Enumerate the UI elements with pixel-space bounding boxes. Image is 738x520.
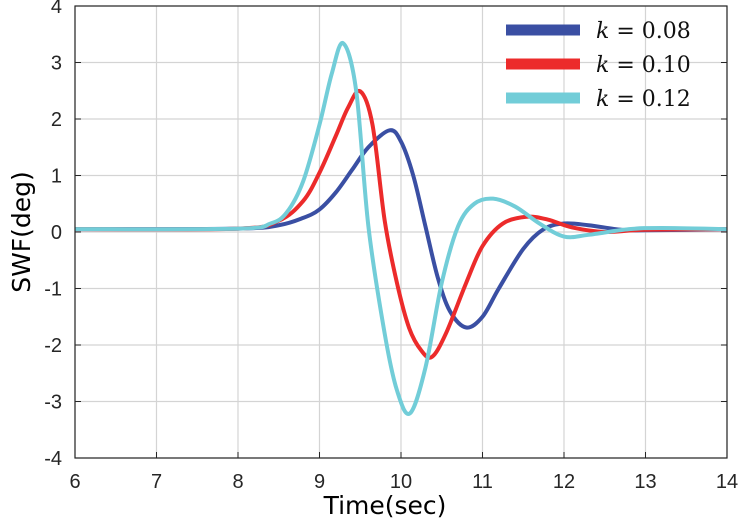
y-tick-label: 1 — [51, 166, 62, 188]
y-tick-label: -4 — [44, 448, 62, 470]
y-tick-label: 0 — [51, 222, 62, 244]
y-tick-label: 2 — [51, 109, 62, 131]
x-tick-label: 12 — [553, 471, 575, 493]
y-tick-label: -2 — [44, 335, 62, 357]
y-tick-label: 4 — [51, 0, 62, 18]
series-lines — [74, 41, 728, 416]
x-tick-label: 11 — [472, 471, 493, 493]
x-tick-label: 6 — [69, 471, 80, 493]
legend-label-0: k = 0.08 — [596, 19, 691, 44]
y-tick-label: 3 — [51, 53, 62, 75]
series-line-0 — [74, 128, 728, 330]
x-tick-label: 9 — [314, 471, 325, 493]
x-tick-label: 10 — [390, 471, 412, 493]
y-axis-label: SWF(deg) — [7, 171, 36, 293]
x-tick-label: 14 — [716, 471, 738, 493]
series-line-1 — [74, 88, 728, 360]
legend-label-1: k = 0.10 — [596, 53, 691, 78]
y-tick-label: -1 — [44, 279, 62, 301]
y-tick-label: -3 — [44, 392, 62, 414]
x-tick-label: 8 — [232, 471, 243, 493]
x-tick-label: 7 — [151, 471, 162, 493]
legend-label-2: k = 0.12 — [596, 87, 691, 112]
x-axis-label: Time(sec) — [323, 491, 447, 520]
x-tick-label: 13 — [634, 471, 656, 493]
series-line-2 — [74, 41, 728, 416]
legend: k = 0.08 k = 0.10 k = 0.12 — [506, 19, 691, 112]
